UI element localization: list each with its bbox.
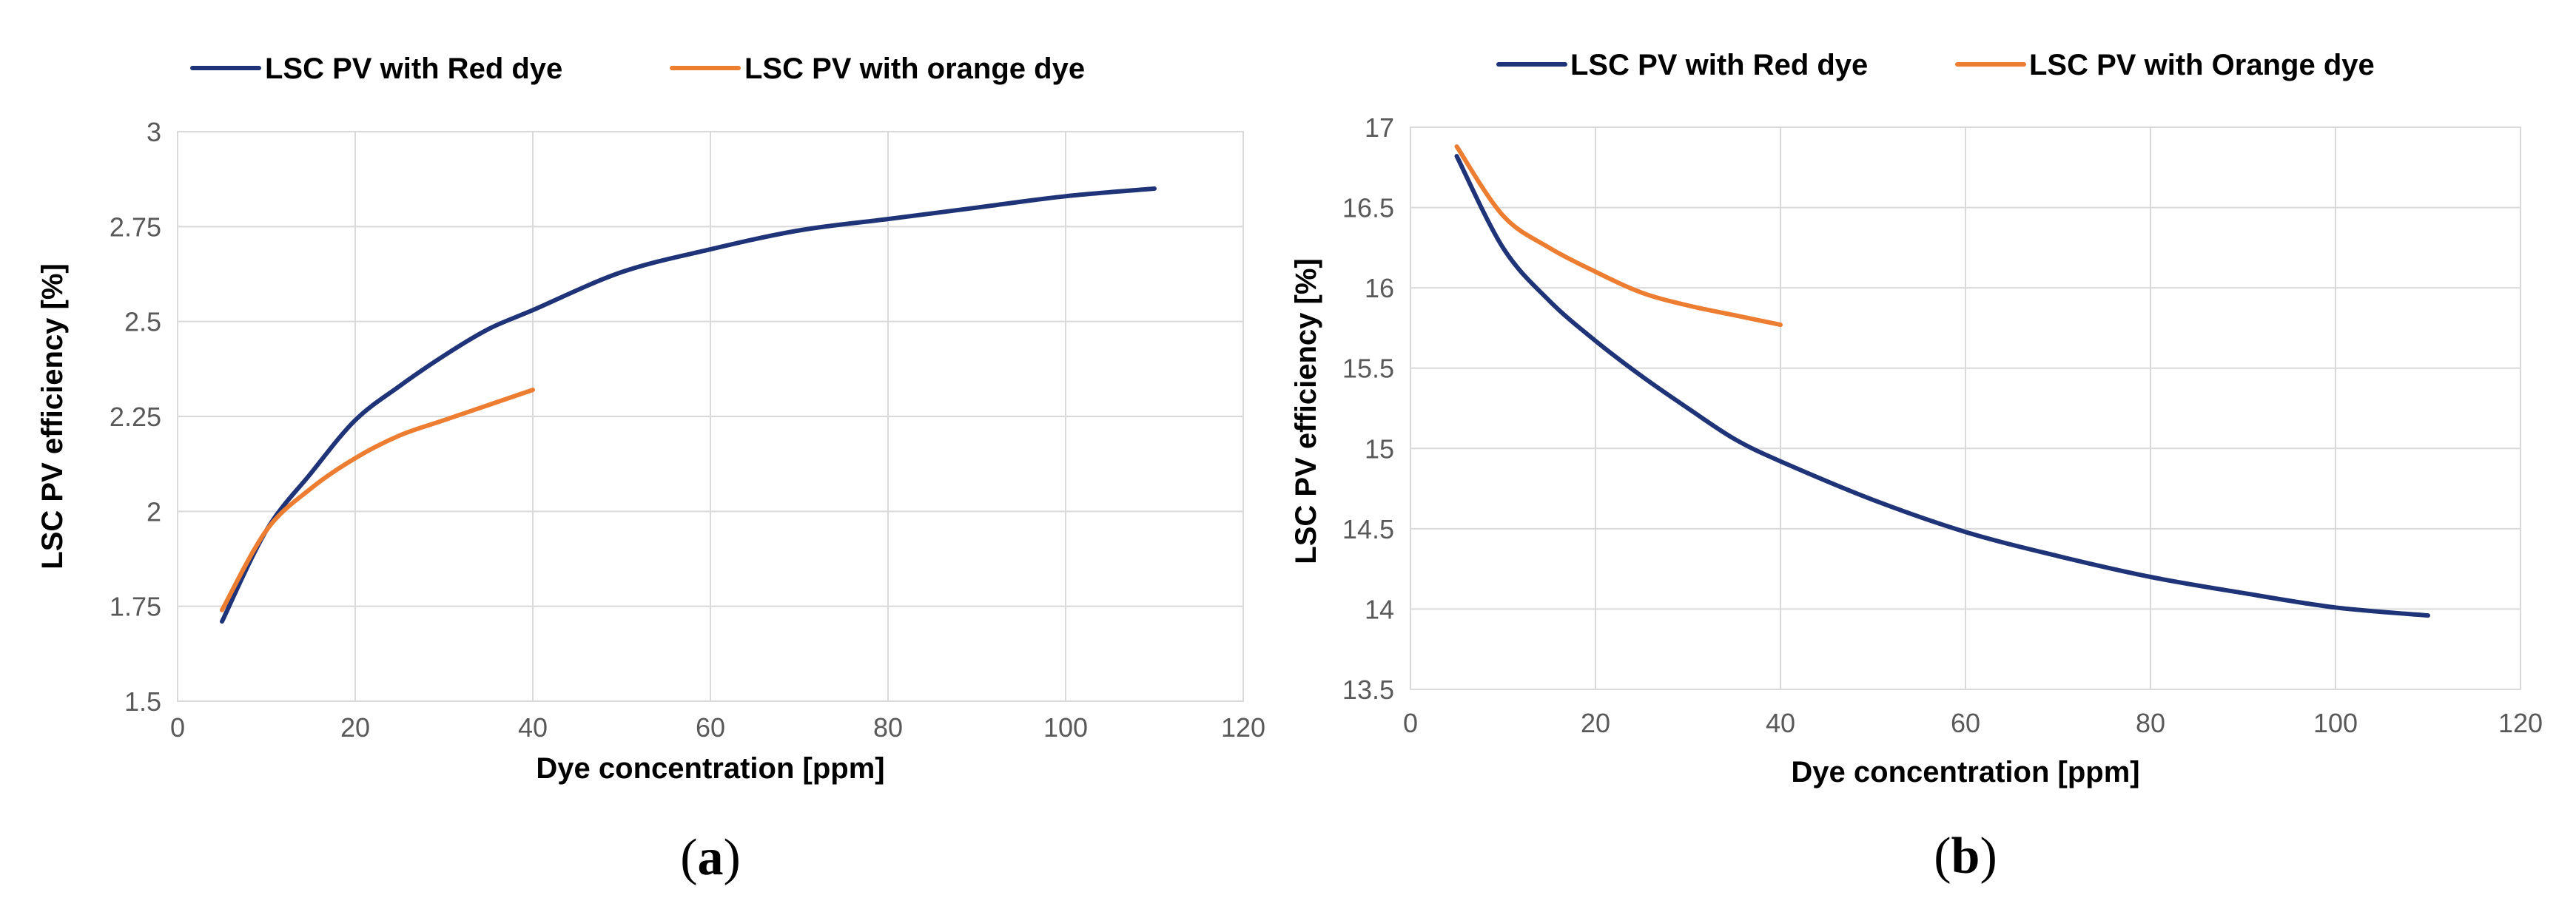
legend-label-red-dye: LSC PV with Red dye [265, 53, 562, 85]
y-tick-label: 14.5 [1342, 514, 1394, 544]
x-tick-label: 100 [1043, 712, 1088, 743]
y-axis-title: LSC PV efficiency [%] [36, 263, 69, 569]
series-line-orange-dye [1454, 144, 1783, 328]
legend-label-orange-dye: LSC PV with Orange dye [2029, 49, 2375, 81]
legend: LSC PV with Red dye LSC PV with Orange d… [1496, 49, 2375, 81]
y-tick-label: 2 [147, 496, 161, 527]
series-line-red-dye [220, 186, 1157, 624]
y-tick-labels: 1.5 1.75 2 2.25 2.5 2.75 3 [110, 117, 161, 717]
x-tick-label: 100 [2313, 708, 2358, 738]
series-line-red-dye [1454, 154, 2430, 618]
x-tick-labels: 0 20 40 60 80 100 120 [1403, 708, 2543, 738]
y-tick-label: 2.5 [124, 307, 161, 337]
x-tick-label: 20 [340, 712, 370, 743]
legend-label-orange-dye: LSC PV with orange dye [744, 53, 1085, 85]
x-tick-label: 60 [696, 712, 725, 743]
x-tick-label: 80 [2136, 708, 2165, 738]
y-tick-label: 15 [1365, 433, 1394, 464]
x-tick-label: 120 [2498, 708, 2543, 738]
y-axis-title: LSC PV efficiency [%] [1290, 258, 1322, 564]
chart-panel-a: LSC PV with Red dye LSC PV with orange d… [36, 53, 1265, 886]
y-tick-label: 1.5 [124, 686, 161, 717]
y-tick-label: 3 [147, 117, 161, 147]
y-tick-label: 1.75 [110, 592, 161, 622]
y-tick-label: 13.5 [1342, 675, 1394, 705]
x-tick-label: 60 [1951, 708, 1980, 738]
panel-label-b: (b) [1934, 828, 1997, 885]
x-tick-label: 0 [170, 712, 185, 743]
panel-label-a: (a) [680, 829, 741, 886]
x-tick-label: 120 [1221, 712, 1265, 743]
legend-label-red-dye: LSC PV with Red dye [1570, 49, 1868, 81]
x-axis-title: Dye concentration [ppm] [1791, 756, 2139, 788]
y-tick-label: 2.25 [110, 402, 161, 432]
x-tick-label: 80 [873, 712, 903, 743]
y-tick-label: 14 [1365, 594, 1394, 624]
y-tick-label: 17 [1365, 112, 1394, 143]
chart-panel-b: LSC PV with Red dye LSC PV with Orange d… [1290, 49, 2543, 885]
data-series [220, 186, 1157, 624]
y-tick-label: 16.5 [1342, 193, 1394, 223]
x-tick-label: 40 [1766, 708, 1795, 738]
x-tick-label: 0 [1403, 708, 1418, 738]
data-series [1454, 144, 2430, 618]
y-tick-label: 15.5 [1342, 354, 1394, 384]
series-line-orange-dye [220, 388, 535, 612]
y-tick-label: 2.75 [110, 212, 161, 242]
gridlines [1410, 126, 2521, 690]
legend: LSC PV with Red dye LSC PV with orange d… [190, 53, 1085, 85]
y-tick-label: 16 [1365, 273, 1394, 303]
y-tick-labels: 13.5 14 14.5 15 15.5 16 16.5 17 [1342, 112, 1394, 705]
x-tick-label: 40 [518, 712, 548, 743]
gridlines [177, 131, 1244, 702]
x-tick-label: 20 [1581, 708, 1610, 738]
x-tick-labels: 0 20 40 60 80 100 120 [170, 712, 1265, 743]
x-axis-title: Dye concentration [ppm] [536, 752, 884, 785]
